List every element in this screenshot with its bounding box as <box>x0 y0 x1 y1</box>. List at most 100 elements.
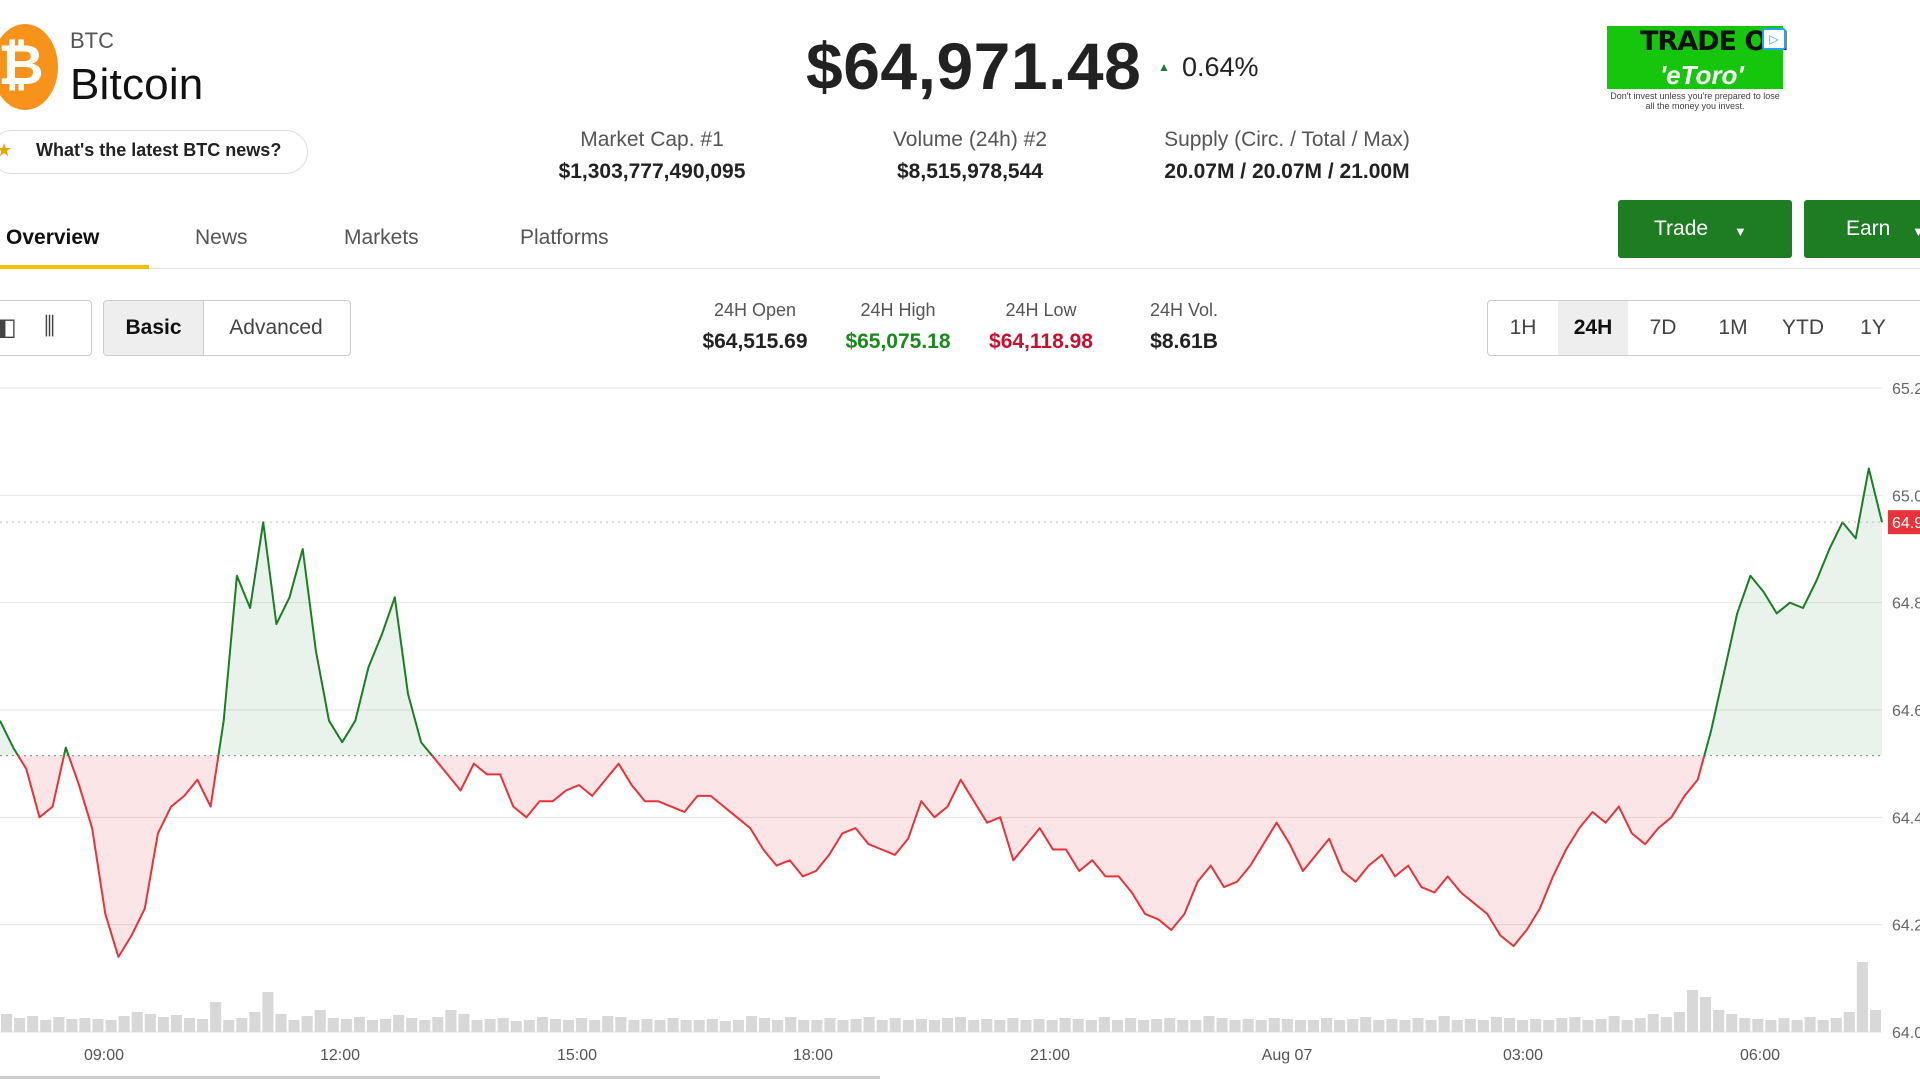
ad-choices-icon[interactable]: ▷ <box>1762 28 1786 50</box>
volume-bar <box>628 1020 640 1032</box>
volume-bar <box>510 1021 522 1032</box>
volume-bar <box>837 1020 849 1032</box>
range-ytd-button[interactable]: YTD <box>1782 316 1824 339</box>
market-cap-label: Market Cap. #1 <box>580 128 724 151</box>
volume-bar <box>1817 1020 1829 1032</box>
volume-bar <box>1033 1019 1045 1032</box>
chart-type-toggle <box>0 300 92 356</box>
latest-news-label[interactable]: What's the latest BTC news? <box>36 140 282 160</box>
volume-bar <box>445 1010 457 1032</box>
etoro-ad-banner[interactable] <box>1607 26 1783 89</box>
volume-bar <box>1190 1020 1202 1032</box>
range-1m-button[interactable]: 1M <box>1718 316 1748 339</box>
volume-bar <box>1856 962 1868 1032</box>
advanced-mode-button[interactable]: Advanced <box>229 316 323 339</box>
volume-bar <box>53 1017 65 1032</box>
range-1h-button[interactable]: 1H <box>1509 316 1537 339</box>
volume-bar <box>1530 1019 1542 1032</box>
volume-bar <box>1216 1018 1228 1032</box>
y-tick-label: 65.0 <box>1892 488 1920 505</box>
earn-button[interactable]: Earn ▼ <box>1804 200 1920 258</box>
tab-divider <box>0 268 1920 269</box>
volume-bar <box>824 1018 836 1032</box>
volume-bar <box>1164 1018 1176 1032</box>
volume-value: $8,515,978,544 <box>897 160 1043 183</box>
volume-bar <box>1608 1016 1620 1032</box>
volume-bar <box>1373 1020 1385 1032</box>
volume-bar <box>1111 1020 1123 1032</box>
x-tick-label: 06:00 <box>1740 1047 1780 1064</box>
price-line-up <box>217 521 433 757</box>
volume-bar <box>994 1020 1006 1032</box>
candlestick-icon[interactable]: ⫼ <box>44 313 56 340</box>
volume-bar <box>1477 1020 1489 1032</box>
trade-button[interactable]: Trade ▼ <box>1618 200 1792 258</box>
volume-bar <box>432 1017 444 1032</box>
volume-bar <box>1830 1018 1842 1032</box>
volume-bar <box>981 1019 993 1032</box>
price-chart[interactable]: 65.2 65.0 64.8 64.6 64.4 64.2 64.0 64.9 09:00 12:… <box>0 380 1920 1080</box>
coin-ticker: BTC <box>70 28 114 53</box>
volume-bar <box>497 1018 509 1032</box>
volume-bar <box>863 1017 875 1032</box>
volume-bar <box>1713 1010 1725 1032</box>
volume-bar <box>1569 1017 1581 1032</box>
active-tab-indicator <box>0 265 149 269</box>
volume-bar <box>393 1015 405 1032</box>
tab-platforms[interactable]: Platforms <box>520 226 609 249</box>
price-line-up <box>0 720 19 757</box>
area-above-baseline <box>0 720 19 756</box>
vol-label: 24H Vol. <box>1149 300 1219 320</box>
volume-bar <box>14 1018 26 1032</box>
range-1y-button[interactable]: 1Y <box>1860 316 1886 339</box>
volume-bar <box>1046 1020 1058 1032</box>
volume-bar <box>1556 1018 1568 1032</box>
volume-bar <box>615 1017 627 1032</box>
volume-bar <box>1621 1020 1633 1032</box>
basic-mode-button[interactable]: Basic <box>104 301 204 355</box>
volume-bar <box>1595 1019 1607 1032</box>
volume-bar <box>1307 1020 1320 1032</box>
y-tick-label: 64.0 <box>1892 1025 1920 1042</box>
tab-markets[interactable]: Markets <box>344 226 419 249</box>
volume-bar <box>1490 1017 1502 1032</box>
volume-bar <box>484 1019 496 1032</box>
range-7d-button[interactable]: 7D <box>1649 316 1677 339</box>
volume-bar <box>1177 1020 1189 1032</box>
volume-bar <box>549 1019 561 1032</box>
volume-bar <box>131 1012 143 1032</box>
range-24h-button[interactable]: 24H <box>1558 301 1628 355</box>
volume-bar <box>1347 1019 1359 1032</box>
volume-bar <box>1503 1018 1516 1032</box>
volume-bar <box>27 1016 39 1032</box>
volume-bar <box>719 1021 731 1032</box>
ad-brand[interactable]: 'eToro' <box>1660 60 1744 90</box>
volume-bar <box>1660 1017 1672 1032</box>
volume-bar <box>1700 997 1712 1032</box>
volume-bar <box>1425 1020 1437 1032</box>
y-tick-label: 64.6 <box>1892 703 1920 720</box>
price-line-down <box>431 754 1706 948</box>
volume-bar <box>301 1016 313 1032</box>
chart-scrollbar[interactable] <box>0 1076 880 1079</box>
line-chart-icon[interactable]: ◧ <box>0 314 17 341</box>
price-line-down <box>67 755 220 958</box>
volume-bar <box>1634 1018 1646 1032</box>
volume-bar <box>915 1019 927 1032</box>
price-line-up <box>63 746 70 756</box>
chart-mode-toggle: Basic Advanced <box>103 300 351 356</box>
tab-news[interactable]: News <box>195 226 248 249</box>
volume-bar <box>353 1017 365 1032</box>
volume-bar <box>955 1017 967 1032</box>
volume-bar <box>1582 1020 1594 1032</box>
volume-bar <box>1268 1018 1280 1032</box>
volume-bar <box>314 1010 326 1032</box>
volume-bar <box>275 1014 287 1032</box>
tab-overview[interactable]: Overview <box>6 226 100 249</box>
volume-bar <box>1673 1012 1685 1032</box>
volume-bar <box>1739 1018 1751 1032</box>
volume-bar <box>1151 1019 1163 1032</box>
latest-news-button[interactable] <box>0 130 308 174</box>
volume-bar <box>1 1014 13 1032</box>
volume-bar <box>693 1020 705 1032</box>
